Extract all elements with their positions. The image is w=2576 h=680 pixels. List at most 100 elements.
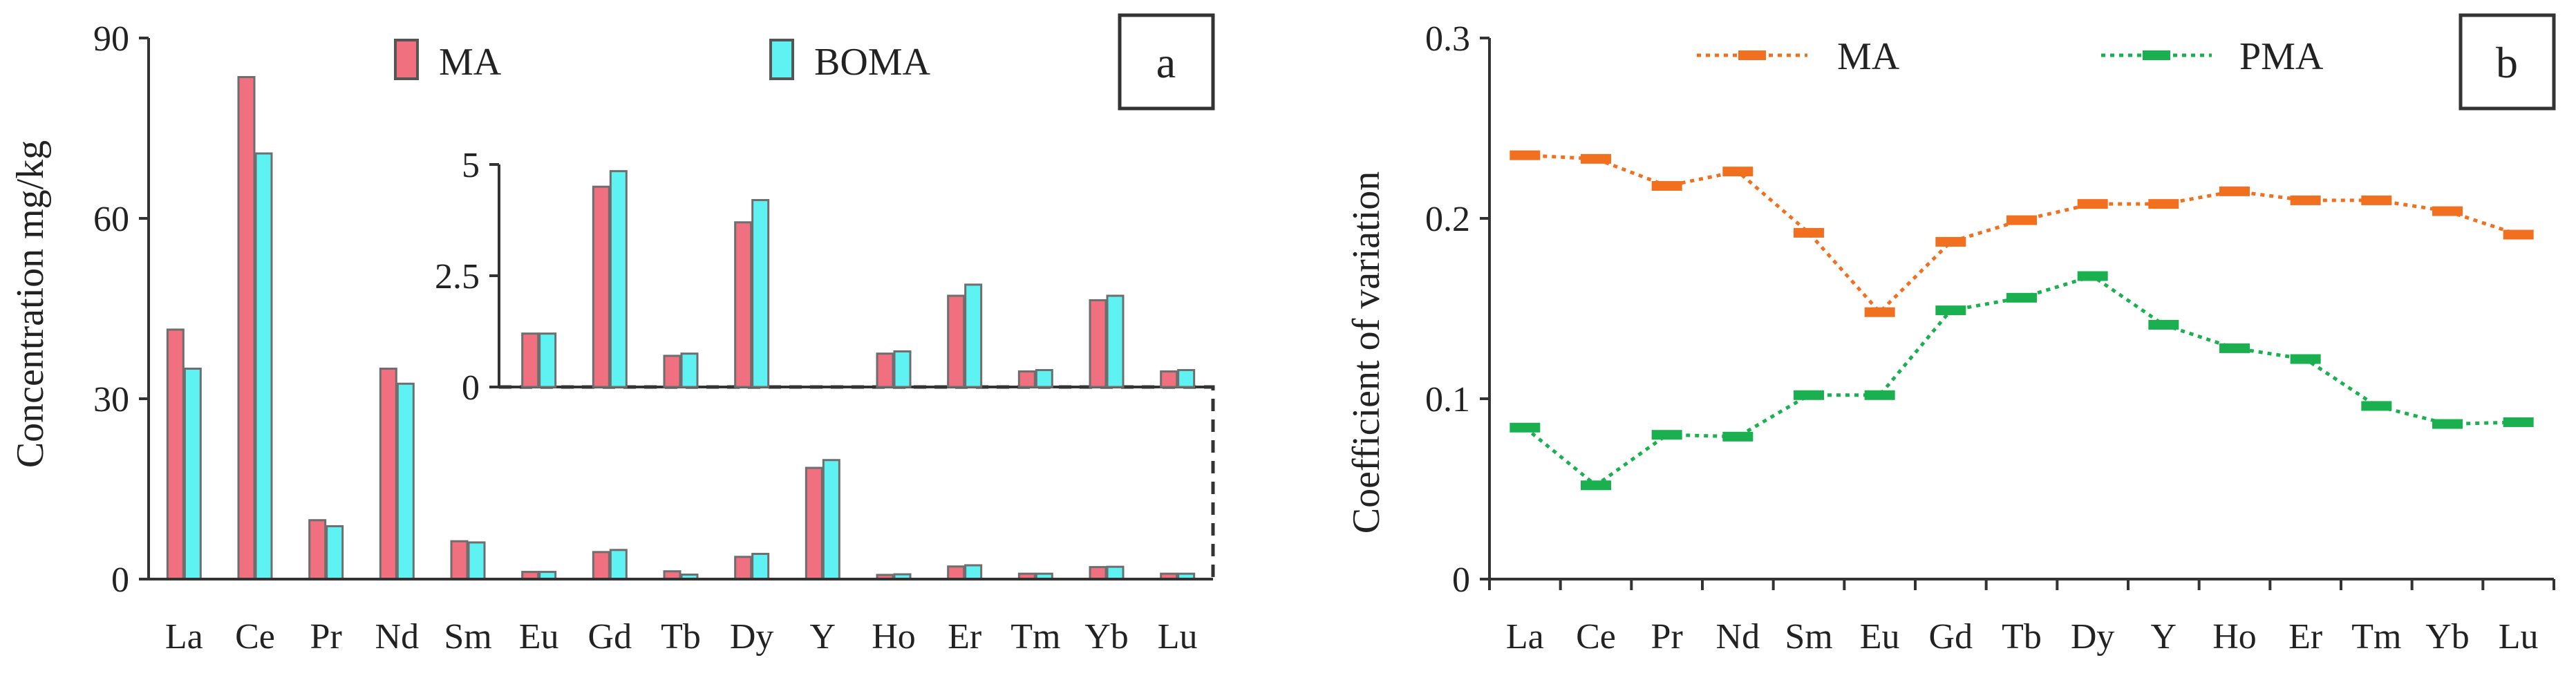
panel-b-x-tick-label: Y (2151, 617, 2177, 657)
inset-bar-boma-tb (680, 352, 699, 388)
panel-a-x-tick-label: Yb (1084, 617, 1129, 657)
point-ma-pr (1651, 181, 1682, 191)
point-pma-eu (1864, 390, 1895, 400)
panel-b-y-tick-label: 0 (1452, 560, 1470, 600)
point-ma-gd (1935, 236, 1966, 247)
inset-y-tick-label: 0 (462, 368, 480, 408)
inset-bar-ma-tb (663, 355, 681, 388)
bar-ma-yb (1089, 566, 1107, 580)
legend-swatch-boma (769, 39, 794, 80)
point-ma-lu (2503, 229, 2534, 240)
point-pma-yb (2432, 419, 2463, 429)
point-pma-ho (2219, 343, 2250, 353)
inset-y-ticks: 02.55 (435, 146, 499, 408)
inset-bar-boma-ho (893, 350, 912, 388)
inset-bar-ma-lu (1160, 370, 1178, 388)
panel-a-x-tick-label: Eu (519, 617, 559, 657)
panel-a-label-box (1118, 13, 1215, 111)
panel-b-x-tick-label: Tm (2351, 617, 2401, 657)
panel-b-x-tick-label: Dy (2071, 617, 2115, 657)
panel-b-y-tick-label: 0.3 (1425, 19, 1470, 59)
panel-a-bars (166, 76, 1196, 580)
panel-b-x-tick-label: Lu (2499, 617, 2539, 657)
point-pma-pr (1651, 430, 1682, 440)
panel-b-x-tick-label: Pr (1651, 617, 1683, 657)
point-ma-yb (2432, 206, 2463, 216)
series-line-ma (1525, 153, 2519, 315)
legend-label-boma: BOMA (814, 41, 931, 84)
inset-bar-boma-gd (609, 170, 628, 388)
point-ma-tm (2361, 195, 2392, 205)
point-ma-sm (1794, 227, 1824, 238)
bar-boma-yb (1106, 565, 1125, 580)
bar-boma-nd (396, 382, 415, 580)
inset-bar-boma-lu (1177, 369, 1196, 388)
panel-b-x-tick-label: La (1506, 617, 1544, 657)
legend-swatch-ma (394, 39, 419, 80)
bar-boma-dy (751, 552, 770, 580)
inset-bars (521, 170, 1196, 388)
legend-label-ma: MA (439, 41, 502, 84)
inset-bar-ma-ho (876, 352, 894, 388)
inset-bar-boma-tm (1035, 369, 1053, 388)
point-pma-sm (1794, 390, 1824, 400)
point-ma-er (2290, 195, 2321, 205)
inset-dashed-frame (499, 385, 1215, 579)
point-pma-la (1510, 422, 1541, 433)
panel-a-x-tick-label: Lu (1158, 617, 1198, 657)
panel-a-x-tick-label: Sm (444, 617, 491, 657)
point-pma-nd (1722, 431, 1754, 442)
panel-b-x-tick-label: Ho (2212, 617, 2257, 657)
panel-b-x-tick-label: Gd (1929, 617, 1973, 657)
point-pma-y (2148, 319, 2179, 330)
panel-b-x-ticks: La Ce Pr Nd Sm Eu Gd Tb Dy Y Ho Er Tm Yb Lu (1488, 579, 2555, 657)
panel-a-x-tick-label: Nd (375, 617, 420, 657)
panel-a-x-tick-label: Pr (310, 617, 342, 657)
bar-boma-la (183, 368, 202, 580)
panel-a-x-tick-label: Gd (588, 617, 632, 657)
bar-boma-ce (254, 152, 273, 580)
inset-bar-ma-gd (592, 185, 610, 388)
point-pma-er (2290, 354, 2321, 364)
bar-boma-sm (467, 541, 486, 580)
bar-ma-nd (379, 368, 397, 580)
point-ma-dy (2077, 199, 2108, 209)
bar-boma-y (822, 459, 840, 580)
bar-boma-er (964, 564, 983, 580)
point-pma-tm (2361, 401, 2392, 411)
panel-a-x-tick-label: La (165, 617, 203, 657)
legend-marker-pma (2143, 50, 2170, 60)
panel-a-y-ticks: 0 30 60 90 (93, 19, 149, 600)
inset-bar-ma-eu (521, 332, 540, 388)
panel-a-x-tick-label: Ce (235, 617, 275, 657)
panel-a-label: a (1156, 38, 1176, 87)
bar-ma-ce (237, 76, 256, 580)
bar-ma-la (166, 328, 185, 580)
panel-b-x-tick-label: Tb (2002, 617, 2042, 657)
point-ma-la (1510, 150, 1541, 160)
point-ma-ho (2219, 186, 2250, 196)
bar-ma-dy (734, 556, 753, 580)
panel-b-series (1510, 150, 2534, 491)
inset-bar-ma-yb (1089, 299, 1107, 388)
point-pma-dy (2077, 271, 2108, 281)
bar-ma-er (947, 565, 966, 580)
panel-b-x-tick-label: Er (2288, 617, 2322, 657)
panel-a-y-tick-label: 60 (93, 200, 129, 239)
point-ma-nd (1722, 167, 1754, 177)
panel-a-x-tick-label: Y (810, 617, 836, 657)
inset-bar-ma-dy (734, 221, 753, 388)
inset-bar-boma-yb (1106, 294, 1125, 388)
point-ma-eu (1864, 307, 1895, 317)
inset-bar-boma-eu (538, 332, 557, 388)
panel-a-x-tick-label: Er (948, 617, 981, 657)
panel-a-x-tick-label: Tm (1010, 617, 1060, 657)
panel-b-label: b (2496, 38, 2518, 87)
panel-a-y-tick-label: 90 (93, 19, 129, 59)
inset-bar-boma-er (964, 283, 983, 388)
point-pma-gd (1935, 305, 1966, 316)
panel-b-y-tick-label: 0.1 (1425, 380, 1470, 419)
bar-ma-sm (450, 540, 469, 580)
panel-a-x-ticks: La Ce Pr Nd Sm Eu Gd Tb Dy Y Ho Er Tm Yb Lu (165, 617, 1198, 657)
